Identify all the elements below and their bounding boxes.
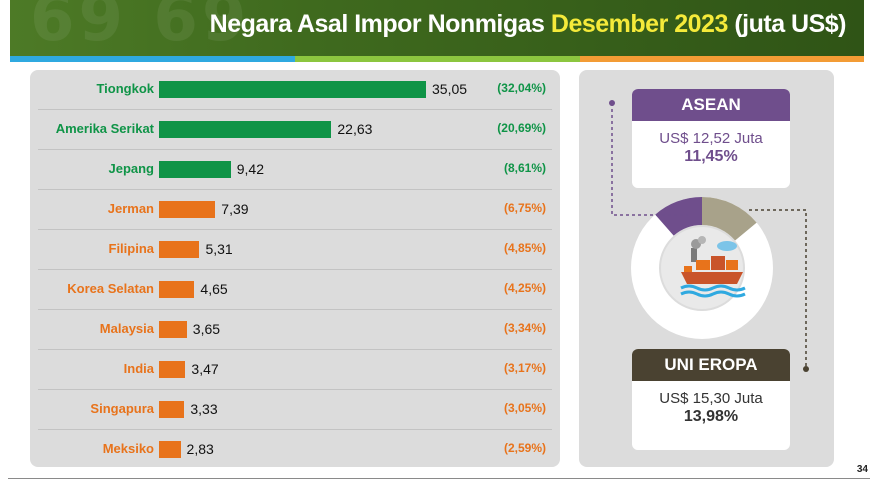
bar [159, 321, 187, 338]
bar-category-label: Amerika Serikat [55, 121, 154, 136]
bar-value-label: 9,42 [236, 161, 264, 177]
eu-percent: 13,98% [683, 408, 739, 425]
stripe-blue [10, 56, 295, 62]
bar-value-label: 4,65 [200, 281, 228, 297]
bar [159, 281, 195, 298]
bar-category-label: Jerman [107, 201, 154, 216]
title-unit: (juta US$) [727, 10, 846, 38]
bar-percent-label: (2,59%) [503, 441, 546, 455]
bar-value-label: 3,33 [190, 401, 218, 417]
row-divider [38, 109, 552, 110]
stripe-orange [580, 56, 864, 62]
bar-percent-label: (3,17%) [503, 361, 546, 375]
row-divider [38, 429, 552, 430]
bar [159, 241, 200, 258]
bar-category-label: Meksiko [102, 441, 154, 456]
bar-row: Tiongkok 35,05 (32,04%) [30, 70, 560, 110]
asean-connector [611, 103, 688, 216]
eu-card: UNI EROPA US$ 15,30 Juta 13,98% [632, 349, 790, 450]
bar [159, 81, 426, 98]
bar-percent-label: (20,69%) [497, 121, 546, 135]
region-panel: ASEAN US$ 12,52 Juta 11,45% UNI EROPA US… [579, 70, 834, 467]
eu-connector-dot [803, 366, 809, 372]
row-divider [38, 349, 552, 350]
bar-value-label: 2,83 [186, 441, 214, 457]
bar-category-label: Korea Selatan [67, 281, 154, 296]
row-divider [38, 149, 552, 150]
bar-category-label: India [123, 361, 154, 376]
asean-card: ASEAN US$ 12,52 Juta 11,45% [632, 89, 790, 188]
bar-percent-label: (3,34%) [503, 321, 546, 335]
bar-value-label: 3,65 [192, 321, 221, 337]
eu-value: US$ 15,30 Juta [659, 390, 763, 407]
bar-value-label: 35,05 [432, 81, 468, 97]
bar-row: Jepang 9,42 (8,61%) [30, 150, 560, 190]
banner-background-digits: 69 69 [30, 0, 251, 56]
bar-row: Filipina 5,31 (4,85%) [30, 230, 560, 270]
asean-connector-dot [609, 100, 615, 106]
asean-value: US$ 12,52 Juta [659, 130, 763, 147]
title-banner: 69 69 Negara Asal Impor Nonmigas Desembe… [10, 0, 864, 56]
row-divider [38, 189, 552, 190]
row-divider [38, 309, 552, 310]
eu-card-title: UNI EROPA [632, 349, 790, 381]
eu-connector [749, 209, 807, 369]
bar [159, 361, 186, 378]
title-period: Desember 2023 [550, 10, 728, 38]
footer-divider [8, 478, 870, 479]
bar [159, 401, 185, 418]
bar-percent-label: (4,25%) [503, 281, 546, 295]
bar-percent-label: (3,05%) [503, 401, 546, 415]
bar-value-label: 7,39 [221, 201, 249, 217]
bar-row: Korea Selatan 4,65 (4,25%) [30, 270, 560, 310]
asean-percent: 11,45% [684, 148, 738, 165]
bar-category-label: Filipina [108, 241, 155, 256]
bar-percent-label: (8,61%) [503, 161, 546, 175]
row-divider [38, 229, 552, 230]
bar-category-label: Singapura [90, 401, 154, 416]
row-divider [38, 269, 552, 270]
bar-category-label: Malaysia [99, 321, 154, 336]
bar-row: Amerika Serikat 22,63 (20,69%) [30, 110, 560, 150]
page-number: 34 [856, 464, 868, 475]
page-title: Negara Asal Impor Nonmigas Desember 2023… [209, 10, 847, 39]
bar-percent-label: (4,85%) [503, 241, 546, 255]
bar-row: Jerman 7,39 (6,75%) [30, 190, 560, 230]
import-bar-chart: Tiongkok 35,05 (32,04%) Amerika Serikat 22,6… [30, 70, 560, 467]
bar-percent-label: (6,75%) [503, 201, 546, 215]
bar-value-label: 22,63 [337, 121, 373, 137]
title-main: Negara Asal Impor Nonmigas [209, 10, 551, 38]
row-divider [38, 389, 552, 390]
bar [159, 441, 181, 458]
bar-row: Malaysia 3,65 (3,34%) [30, 310, 560, 350]
bar [159, 201, 216, 218]
ship-icon [680, 236, 746, 298]
asean-card-title: ASEAN [632, 89, 790, 121]
eu-arc [701, 197, 757, 242]
region-donut-chart [609, 100, 809, 372]
stripe-green [295, 56, 580, 62]
bar [159, 161, 231, 178]
bar [159, 121, 332, 138]
bar-row: India 3,47 (3,17%) [30, 350, 560, 390]
bar-row: Meksiko 2,83 (2,59%) [30, 430, 560, 470]
bar-value-label: 3,47 [191, 361, 219, 377]
bar-category-label: Jepang [108, 161, 154, 176]
bar-category-label: Tiongkok [96, 81, 154, 96]
bar-value-label: 5,31 [205, 241, 233, 257]
bar-percent-label: (32,04%) [497, 81, 546, 95]
asean-arc [655, 197, 703, 237]
bar-row: Singapura 3,33 (3,05%) [30, 390, 560, 430]
